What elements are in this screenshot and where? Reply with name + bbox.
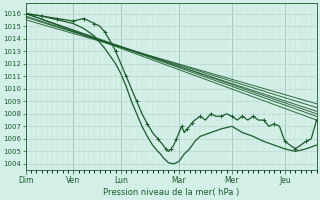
X-axis label: Pression niveau de la mer( hPa ): Pression niveau de la mer( hPa ) [103, 188, 239, 197]
